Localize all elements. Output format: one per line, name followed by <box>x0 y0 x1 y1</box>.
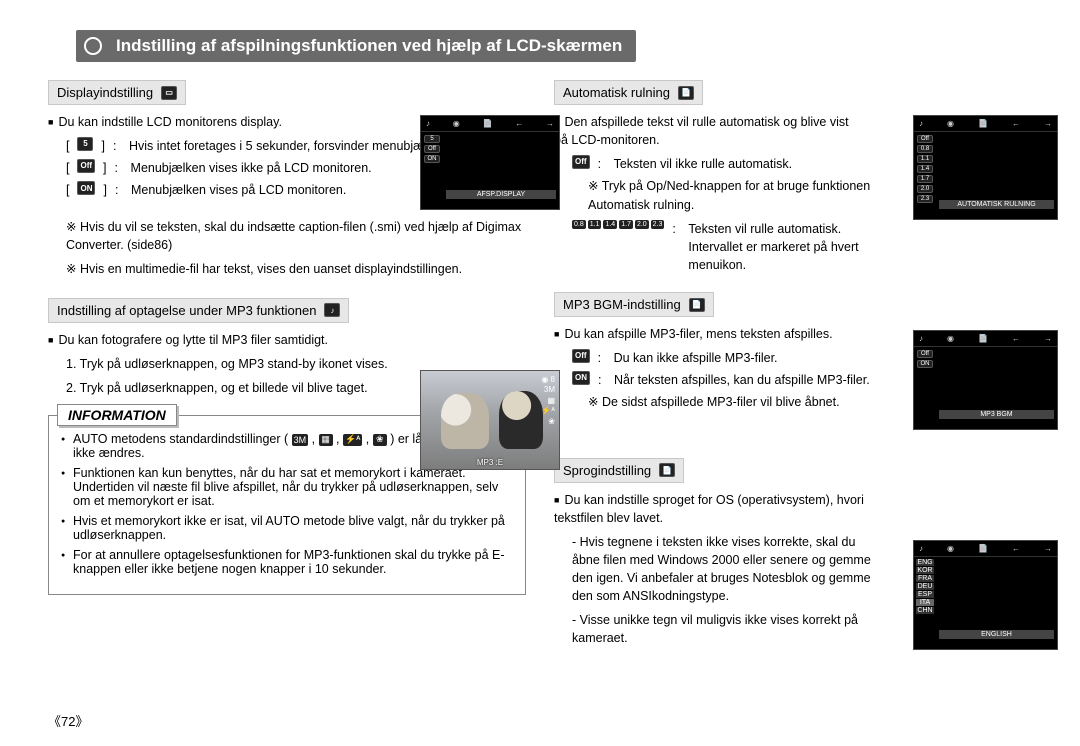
off-icon: Off <box>572 155 590 169</box>
heading-text: MP3 BGM-indstilling <box>563 297 681 312</box>
on-icon: ON <box>572 371 590 385</box>
photo-overlay-icons: ◉ 83M▦⚡ᴬ❀ <box>541 375 555 427</box>
info-item-4: For at annullere optagelsesfunktionen fo… <box>61 548 513 576</box>
display-note2: Hvis en multimedie-fil har tekst, vises … <box>66 260 526 278</box>
section-language-heading: Sprogindstilling 📄 <box>554 458 684 483</box>
info-item-2: Funktionen kan kun benyttes, når du har … <box>61 466 513 508</box>
setting-icon-1: 3M <box>292 434 309 446</box>
lcd-language: ♪◉📄←→ ENG KOR FRA DEU ESP ITA CHN ENGLIS… <box>913 540 1058 650</box>
mp3rec-lead: Du kan fotografere og lytte til MP3 file… <box>48 331 526 349</box>
lcd-label: AUTOMATISK RULNING <box>939 200 1054 209</box>
on-icon: ON <box>77 181 95 195</box>
row-text: Teksten vil rulle automatisk. Intervalle… <box>688 220 888 274</box>
text-mode-icon: 📄 <box>678 86 694 100</box>
lcd-label: ENGLISH <box>939 630 1054 639</box>
information-title: INFORMATION <box>57 404 177 426</box>
language-p2: - Visse unikke tegn vil muligvis ikke vi… <box>572 611 882 647</box>
photo-caption: MP3 :E <box>421 458 559 467</box>
section-mp3bgm-heading: MP3 BGM-indstilling 📄 <box>554 292 714 317</box>
section-autoscroll-heading: Automatisk rulning 📄 <box>554 80 703 105</box>
page-number: 《72》 <box>48 711 88 730</box>
seconds-icons: 0.8 1.1 1.4 1.7 2.0 2.3 <box>572 220 664 229</box>
section-mp3rec-heading: Indstilling af optagelse under MP3 funkt… <box>48 298 349 323</box>
text-mode-icon: 📄 <box>689 298 705 312</box>
setting-icon-2: ▦ <box>319 434 333 446</box>
language-p1: - Hvis tegnene i teksten ikke vises korr… <box>572 533 882 606</box>
setting-icon-3: ⚡ᴬ <box>343 434 362 446</box>
heading-text: Sprogindstilling <box>563 463 651 478</box>
lcd-display-settings: ♪◉📄←→ 5OffON AFSP.DISPLAY <box>420 115 560 210</box>
title-text: Indstilling af afspilningsfunktionen ved… <box>116 36 622 56</box>
row-text: Hvis intet foretages i 5 sekunder, forsv… <box>129 137 451 155</box>
autoscroll-lead: Den afspillede tekst vil rulle automatis… <box>554 113 854 149</box>
off-icon: Off <box>572 349 590 363</box>
page-title: Indstilling af afspilningsfunktionen ved… <box>76 30 636 62</box>
mp3-mode-icon: ♪ <box>324 303 340 317</box>
lcd-label: MP3 BGM <box>939 410 1054 419</box>
row-text: Menubjælken vises ikke på LCD monitoren. <box>131 159 372 177</box>
heading-text: Indstilling af optagelse under MP3 funkt… <box>57 303 316 318</box>
lcd-label: AFSP.DISPLAY <box>446 190 556 199</box>
setting-icon-4: ❀ <box>373 434 387 446</box>
row-text: Teksten vil ikke rulle automatisk. <box>614 155 793 173</box>
row-text: Når teksten afspilles, kan du afspille M… <box>614 371 870 389</box>
text-mode-icon: 📄 <box>659 463 675 477</box>
display-note1: Hvis du vil se teksten, skal du indsætte… <box>66 218 526 254</box>
row-text: Du kan ikke afspille MP3-filer. <box>614 349 778 367</box>
section-display-heading: Displayindstilling ▭ <box>48 80 186 105</box>
off-icon: Off <box>77 159 95 173</box>
language-lead: Du kan indstille sproget for OS (operati… <box>554 491 864 527</box>
heading-text: Displayindstilling <box>57 85 153 100</box>
info-item-3: Hvis et memorykort ikke er isat, vil AUT… <box>61 514 513 542</box>
five-sec-icon: 5 <box>77 137 93 151</box>
autoscroll-note: Tryk på Op/Ned-knappen for at bruge funk… <box>588 177 888 213</box>
display-mode-icon: ▭ <box>161 86 177 100</box>
sample-photo: ◉ 83M▦⚡ᴬ❀ MP3 :E <box>420 370 560 470</box>
lcd-autoscroll: ♪◉📄←→ Off0.81.11.41.72.02.3 AUTOMATISK R… <box>913 115 1058 220</box>
heading-text: Automatisk rulning <box>563 85 670 100</box>
autoscroll-row-secs: 0.8 1.1 1.4 1.7 2.0 2.3 : Teksten vil ru… <box>572 220 1032 274</box>
row-text: Menubjælken vises på LCD monitoren. <box>131 181 346 199</box>
lcd-mp3bgm: ♪◉📄←→ OffON MP3 BGM <box>913 330 1058 430</box>
